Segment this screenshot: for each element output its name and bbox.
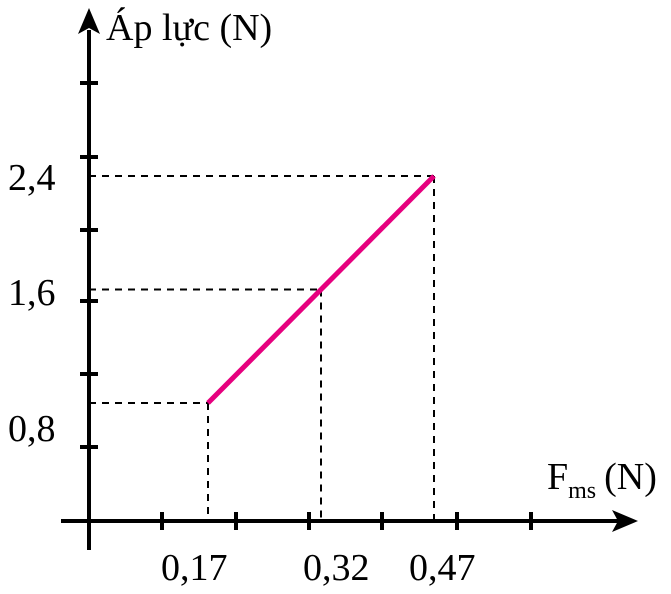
x-axis-arrow [612,510,638,532]
guide-lines [89,175,435,521]
x-axis-title-main: F [547,456,568,498]
y-tick-label-0: 0,8 [8,408,56,450]
x-tick-label-2: 0,47 [409,547,476,589]
x-tick-label-1: 0,32 [303,547,370,589]
y-axis-title: Áp lực (N) [106,7,272,49]
x-tick-label-0: 0,17 [161,547,228,589]
x-axis-title-unit: (N) [604,456,657,498]
series-line [206,174,436,405]
x-axis-title-subscript: ms [568,478,596,504]
y-ticks [80,81,98,449]
y-tick-label-1: 1,6 [8,272,56,314]
y-tick-label-2: 2,4 [8,157,56,199]
x-axis-title: Fms (N) [547,456,657,504]
x-ticks [160,512,533,530]
y-axis-arrow [78,8,100,34]
